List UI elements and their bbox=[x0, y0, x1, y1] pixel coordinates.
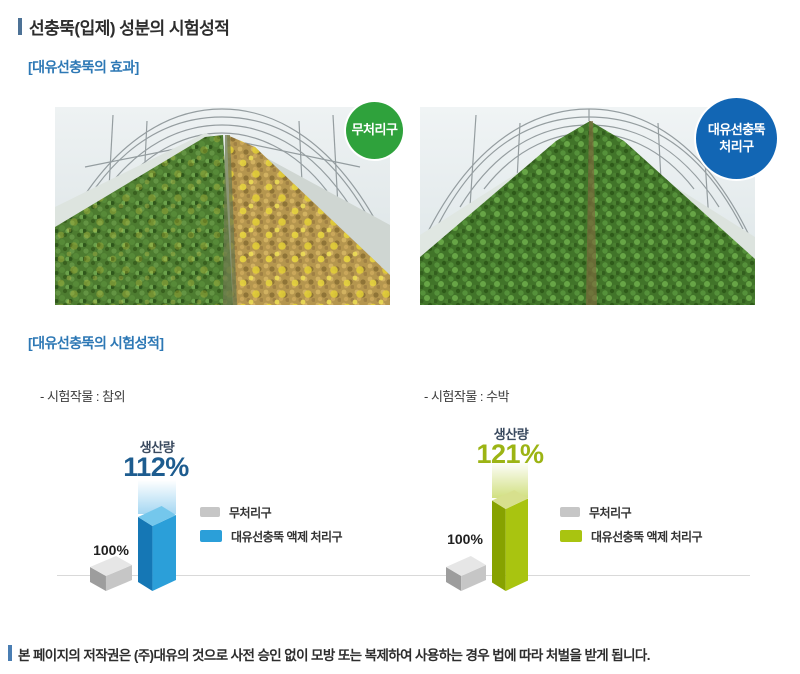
photo-untreated-greenhouse: 무처리구 bbox=[55, 102, 403, 305]
chart1-bar-treated bbox=[138, 506, 176, 591]
crop-label-watermelon: - 시험작물 : 수박 bbox=[424, 389, 510, 404]
chart1-legend-row-treated: 대유선충뚝 액제 처리구 bbox=[200, 524, 343, 548]
chart2-treated-swatch bbox=[560, 530, 582, 542]
title-accent-bar bbox=[18, 18, 22, 35]
treated-badge-line2: 처리구 bbox=[719, 138, 754, 154]
chart2-control-swatch bbox=[560, 507, 580, 517]
results-section-heading: [대유선충뚝의 시험성적] bbox=[28, 335, 164, 351]
chart2-bar-control bbox=[446, 556, 486, 591]
page-title-row: 선충뚝(입제) 성분의 시험성적 bbox=[18, 14, 230, 39]
copyright-accent-bar bbox=[8, 645, 12, 661]
copyright-row: 본 페이지의 저작권은 (주)대유의 것으로 사전 승인 없이 모방 또는 복제… bbox=[8, 644, 796, 664]
chart1-bar-glow bbox=[138, 480, 176, 514]
treated-badge-line1: 대유선충뚝 bbox=[707, 122, 766, 138]
untreated-greenhouse-image bbox=[55, 107, 390, 305]
chart-baseline bbox=[57, 575, 750, 576]
chart2-treated-label: 대유선충뚝 액제 처리구 bbox=[591, 529, 703, 544]
chart1-value-label: 생산량 bbox=[139, 440, 175, 455]
chart1-treated-label: 대유선충뚝 액제 처리구 bbox=[231, 529, 343, 544]
crop-label-melon: - 시험작물 : 참외 bbox=[40, 389, 126, 404]
chart1-control-label: 무처리구 bbox=[229, 505, 272, 520]
treated-badge: 대유선충뚝 처리구 bbox=[696, 98, 777, 179]
chart2-legend-row-control: 무처리구 bbox=[560, 500, 702, 524]
chart1-treated-swatch bbox=[200, 530, 222, 542]
chart1-treated-percent: 112% bbox=[123, 452, 189, 482]
chart2-control-percent: 100% bbox=[447, 531, 483, 547]
chart2-legend-row-treated: 대유선충뚝 액제 처리구 bbox=[560, 524, 703, 548]
chart2-treated-percent: 121% bbox=[476, 439, 544, 469]
page-title: 선충뚝(입제) 성분의 시험성적 bbox=[29, 19, 230, 38]
chart1-control-swatch bbox=[200, 507, 220, 517]
photo-treated-greenhouse: 대유선충뚝 처리구 bbox=[420, 98, 777, 305]
copyright-text: 본 페이지의 저작권은 (주)대유의 것으로 사전 승인 없이 모방 또는 복제… bbox=[18, 648, 650, 663]
untreated-badge-label: 무처리구 bbox=[351, 122, 398, 138]
chart2-legend: 무처리구 대유선충뚝 액제 처리구 bbox=[560, 500, 703, 548]
chart1-legend: 무처리구 대유선충뚝 액제 처리구 bbox=[200, 500, 343, 548]
chart2-control-label: 무처리구 bbox=[589, 505, 632, 520]
chart1-legend-row-control: 무처리구 bbox=[200, 500, 342, 524]
chart1-control-percent: 100% bbox=[93, 542, 129, 558]
effect-section-heading: [대유선충뚝의 효과] bbox=[28, 59, 139, 75]
untreated-badge: 무처리구 bbox=[346, 102, 403, 159]
chart1-bar-control bbox=[90, 556, 132, 591]
chart2-value-label: 생산량 bbox=[493, 427, 529, 442]
